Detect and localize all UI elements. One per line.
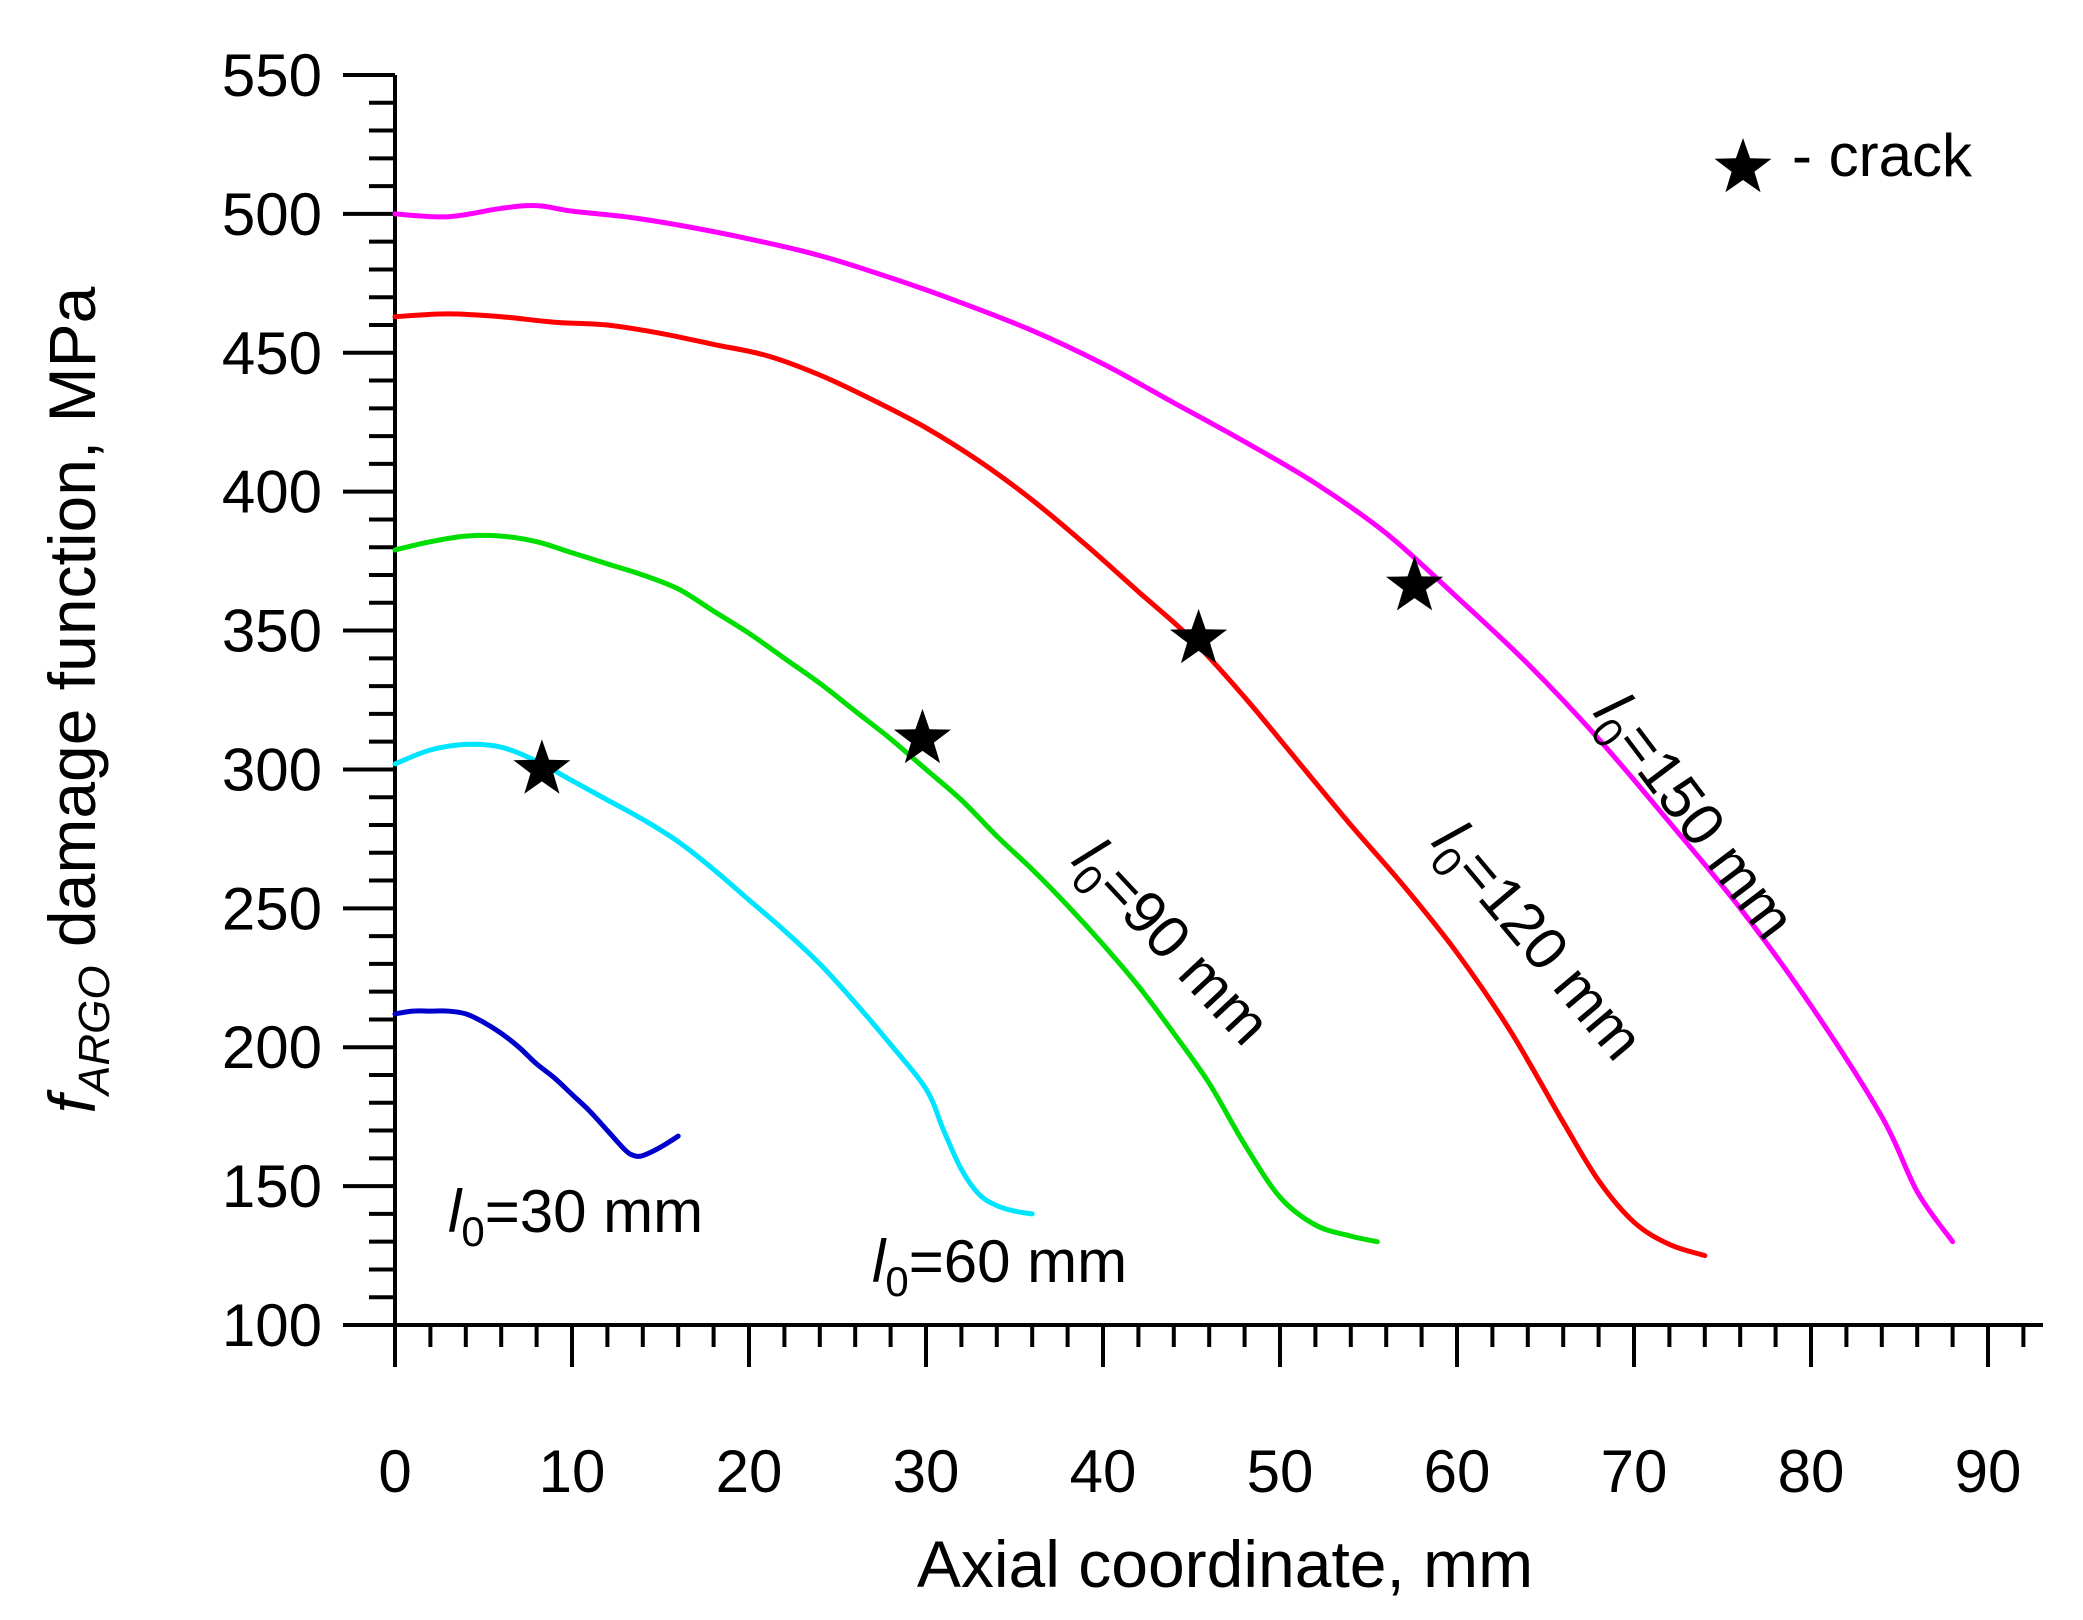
y-tick-label: 200 [222,1014,322,1081]
crack-markers [513,556,1444,794]
series-line-2 [392,741,1035,1217]
axes: 0 10 20 30 40 50 60 70 80 90 100 150 200 250 300 350 40… [222,42,2043,1505]
curve-label-1: l0=30 mm [448,1178,703,1255]
y-axis-title-rest: damage function, MPa [35,286,109,965]
legend: - crack [1714,122,1973,193]
crack-marker-1 [513,739,571,794]
x-ticks [393,1325,2026,1367]
y-ticks [343,73,395,1327]
series-line-5 [392,202,1956,1245]
x-tick-label: 30 [893,1438,960,1505]
x-tick-label: 0 [378,1438,411,1505]
crack-marker-3 [1170,608,1228,664]
y-tick-label: 300 [222,736,322,803]
y-tick-label: 400 [222,459,322,526]
y-tick-label: 500 [222,181,322,248]
y-tick-label: 550 [222,42,322,109]
crack-marker-4 [1386,556,1444,611]
y-axis-title-subscript: ARGO [70,965,119,1098]
x-tick-label: 10 [539,1438,606,1505]
y-axis-title: fARGO damage function, MPa [35,286,119,1113]
series-line-1 [392,1008,681,1159]
x-tick-label: 20 [716,1438,783,1505]
series-line-4 [392,311,1708,1259]
x-tick-label: 80 [1778,1438,1845,1505]
y-tick-labels: 100 150 200 250 300 350 400 450 500 550 [222,42,322,1359]
curve-label-2: l0=60 mm [872,1228,1127,1305]
y-tick-label: 350 [222,598,322,665]
x-tick-label: 70 [1601,1438,1668,1505]
x-tick-label: 50 [1247,1438,1314,1505]
series-line-3 [392,532,1380,1245]
curve-label-5: l0=150 mm [1574,681,1809,958]
x-tick-label: 60 [1424,1438,1491,1505]
x-tick-label: 40 [1070,1438,1137,1505]
y-tick-label: 100 [222,1292,322,1359]
y-tick-label: 250 [222,875,322,942]
y-tick-label: 150 [222,1153,322,1220]
series-group [392,202,1956,1259]
legend-crack-star-icon [1714,138,1772,193]
y-tick-label: 450 [222,320,322,387]
x-tick-label: 90 [1955,1438,2022,1505]
crack-marker-2 [893,708,951,764]
x-axis-title: Axial coordinate, mm [917,1527,1533,1601]
x-tick-labels: 0 10 20 30 40 50 60 70 80 90 [378,1438,2021,1505]
legend-crack-label: - crack [1792,122,1973,189]
